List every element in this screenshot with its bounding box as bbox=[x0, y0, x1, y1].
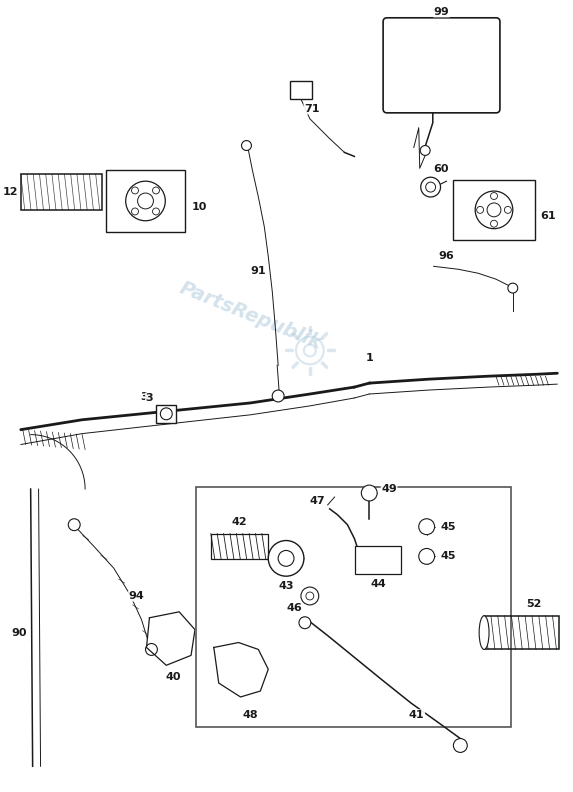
Circle shape bbox=[268, 541, 304, 577]
Circle shape bbox=[453, 739, 467, 752]
Circle shape bbox=[132, 208, 139, 215]
Circle shape bbox=[146, 644, 158, 656]
Text: 61: 61 bbox=[541, 211, 556, 221]
Text: 48: 48 bbox=[242, 710, 258, 720]
Circle shape bbox=[68, 519, 80, 531]
Circle shape bbox=[272, 390, 284, 402]
Circle shape bbox=[419, 549, 434, 565]
Circle shape bbox=[242, 140, 252, 150]
Text: 71: 71 bbox=[304, 104, 320, 114]
Text: 52: 52 bbox=[526, 599, 541, 609]
Circle shape bbox=[419, 519, 434, 535]
Circle shape bbox=[487, 203, 501, 217]
Circle shape bbox=[152, 187, 159, 194]
Text: PartsRepublik: PartsRepublik bbox=[176, 279, 324, 353]
Ellipse shape bbox=[479, 616, 489, 649]
Bar bbox=[196, 487, 511, 727]
Bar bbox=[453, 180, 535, 239]
Text: 3: 3 bbox=[146, 393, 153, 403]
Circle shape bbox=[125, 181, 165, 221]
Circle shape bbox=[301, 587, 319, 605]
Text: 47: 47 bbox=[310, 496, 325, 506]
Text: 45: 45 bbox=[441, 551, 456, 562]
Circle shape bbox=[278, 550, 294, 566]
Text: 42: 42 bbox=[231, 516, 248, 527]
Text: 91: 91 bbox=[250, 266, 266, 276]
Circle shape bbox=[132, 187, 139, 194]
Text: 40: 40 bbox=[166, 672, 181, 682]
Circle shape bbox=[490, 192, 497, 200]
Circle shape bbox=[299, 617, 311, 629]
Bar bbox=[484, 616, 559, 649]
Bar bbox=[211, 534, 268, 559]
Polygon shape bbox=[147, 612, 195, 665]
Circle shape bbox=[138, 193, 154, 209]
Circle shape bbox=[306, 592, 314, 600]
Circle shape bbox=[475, 191, 513, 229]
FancyBboxPatch shape bbox=[383, 17, 500, 112]
Text: 41: 41 bbox=[409, 710, 425, 720]
Circle shape bbox=[362, 485, 377, 501]
Circle shape bbox=[504, 207, 511, 213]
Circle shape bbox=[421, 177, 441, 197]
Circle shape bbox=[160, 408, 172, 420]
Text: 96: 96 bbox=[438, 251, 454, 261]
Bar bbox=[355, 546, 401, 574]
Circle shape bbox=[426, 182, 435, 192]
Circle shape bbox=[490, 220, 497, 227]
Text: 12: 12 bbox=[3, 187, 18, 197]
Text: 1: 1 bbox=[366, 353, 373, 364]
Text: 90: 90 bbox=[11, 627, 26, 638]
Bar bbox=[290, 81, 312, 99]
Text: 43: 43 bbox=[278, 581, 294, 591]
Text: 46: 46 bbox=[286, 603, 302, 613]
Bar bbox=[106, 170, 185, 231]
Text: 10: 10 bbox=[191, 202, 207, 212]
Circle shape bbox=[508, 283, 518, 293]
Text: 3: 3 bbox=[141, 392, 148, 402]
Bar bbox=[156, 405, 176, 423]
Circle shape bbox=[152, 208, 159, 215]
Bar bbox=[21, 174, 102, 210]
Text: 60: 60 bbox=[433, 164, 448, 174]
Text: 49: 49 bbox=[381, 484, 397, 494]
Text: 99: 99 bbox=[434, 7, 449, 17]
Circle shape bbox=[477, 207, 484, 213]
Text: 44: 44 bbox=[370, 579, 386, 589]
Text: 94: 94 bbox=[129, 591, 144, 601]
Polygon shape bbox=[214, 642, 268, 697]
Circle shape bbox=[420, 146, 430, 155]
Text: 45: 45 bbox=[441, 522, 456, 531]
